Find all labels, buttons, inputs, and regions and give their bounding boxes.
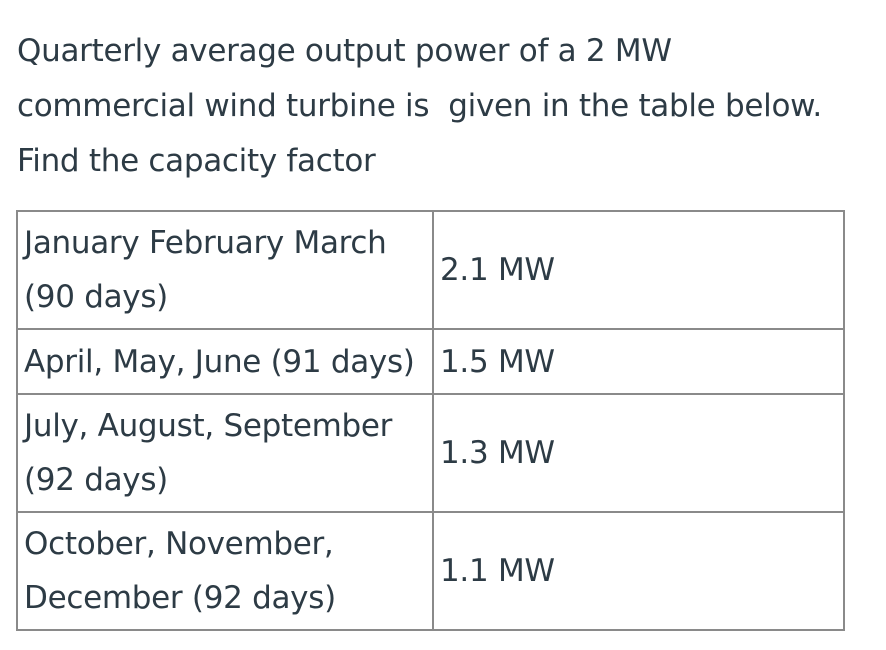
question-line-3: Find the capacity factor (17, 143, 376, 179)
period-line: (90 days) (24, 279, 168, 315)
period-line: October, November, (24, 526, 334, 562)
period-cell: April, May, June (91 days) (16, 328, 434, 395)
question-line-1: Quarterly average output power of a 2 MW (17, 33, 672, 69)
table-row: January February March (90 days) 2.1 MW (16, 210, 845, 330)
period-cell: October, November, December (92 days) (16, 511, 434, 631)
period-cell: July, August, September (92 days) (16, 393, 434, 513)
question-text: Quarterly average output power of a 2 MW… (17, 24, 867, 189)
table-row: July, August, September (92 days) 1.3 MW (16, 393, 845, 513)
period-cell: January February March (90 days) (16, 210, 434, 330)
question-line-2: commercial wind turbine is given in the … (17, 88, 822, 124)
power-cell: 1.1 MW (432, 511, 845, 631)
table-row: October, November, December (92 days) 1.… (16, 511, 845, 631)
period-line: April, May, June (91 days) (24, 343, 415, 380)
period-line: January February March (24, 225, 387, 261)
power-cell: 2.1 MW (432, 210, 845, 330)
table-row: April, May, June (91 days) 1.5 MW (16, 328, 845, 395)
period-line: December (92 days) (24, 580, 336, 616)
period-line: (92 days) (24, 462, 168, 498)
output-power-table: January February March (90 days) 2.1 MW … (16, 210, 845, 631)
period-line: July, August, September (24, 408, 393, 444)
power-cell: 1.5 MW (432, 328, 845, 395)
power-cell: 1.3 MW (432, 393, 845, 513)
